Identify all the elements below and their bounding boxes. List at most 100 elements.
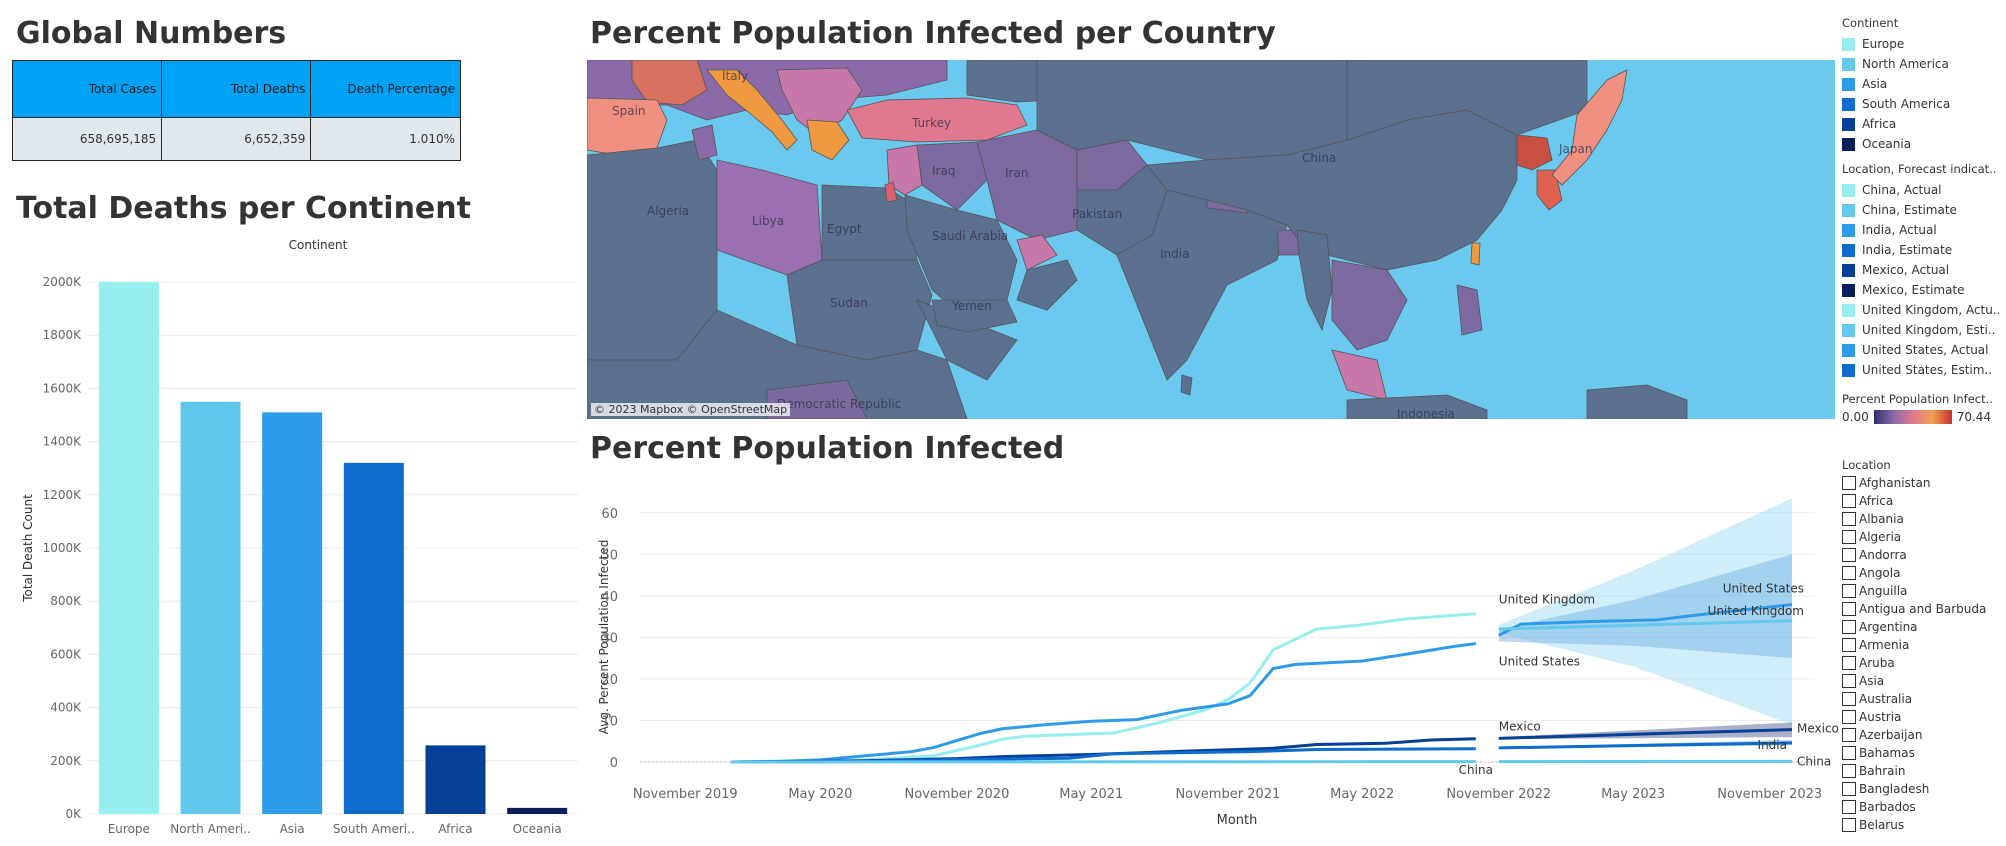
location-checkbox[interactable] (1842, 584, 1856, 598)
forecast-legend-item[interactable]: China, Estimate (1842, 200, 2002, 220)
location-checkbox[interactable] (1842, 476, 1856, 490)
location-filter-item[interactable]: Armenia (1842, 636, 1986, 654)
series-label: Mexico (1499, 720, 1541, 734)
map-region-algeria (587, 139, 718, 361)
location-label: Austria (1859, 710, 1902, 724)
forecast-legend-label: United Kingdom, Actu.. (1862, 303, 2001, 317)
forecast-legend-item[interactable]: United Kingdom, Actu.. (1842, 300, 2002, 320)
location-filter-item[interactable]: Azerbaijan (1842, 726, 1986, 744)
map-label-drc: Democratic Republic (777, 397, 901, 411)
forecast-legend-item[interactable]: United States, Estim.. (1842, 360, 2002, 380)
continent-legend-item[interactable]: South America (1842, 94, 2002, 114)
continent-legend-item[interactable]: North America (1842, 54, 2002, 74)
location-filter-item[interactable]: Albania (1842, 510, 1986, 528)
bar-chart-header: Continent (289, 238, 348, 252)
location-filter-item[interactable]: Aruba (1842, 654, 1986, 672)
location-checkbox[interactable] (1842, 548, 1856, 562)
bar-ytick-label: 800K (50, 594, 82, 608)
map-region-france (631, 60, 708, 106)
location-checkbox[interactable] (1842, 674, 1856, 688)
location-filter-item[interactable]: Andorra (1842, 546, 1986, 564)
location-label: Aruba (1859, 656, 1895, 670)
death-percentage-header: Death Percentage (310, 60, 461, 118)
continent-legend-swatch (1842, 117, 1855, 131)
location-filter-item[interactable]: Barbados (1842, 798, 1986, 816)
line-ytick-label: 10 (601, 714, 618, 729)
gradient-legend: Percent Population Infect.. 0.00 70.44 (1842, 392, 1993, 424)
map-canvas[interactable]: Spain Italy Turkey Algeria Libya Egypt S… (587, 60, 1835, 419)
infected-line-chart[interactable]: Avg. Percent Population Infected Month 0 10… (585, 470, 1840, 846)
forecast-legend-item[interactable]: Mexico, Estimate (1842, 280, 2002, 300)
location-filter-item[interactable]: Angola (1842, 564, 1986, 582)
location-label: Belarus (1859, 818, 1905, 832)
series-estimate-2 (1498, 619, 1793, 631)
location-checkbox[interactable] (1842, 530, 1856, 544)
location-filter-item[interactable]: Anguilla (1842, 582, 1986, 600)
bar-category-label: North Ameri.. (170, 822, 251, 836)
location-checkbox[interactable] (1842, 494, 1856, 508)
location-checkbox[interactable] (1842, 602, 1856, 616)
bar-ytick-label: 0K (65, 807, 82, 821)
map-attribution[interactable]: © 2023 Mapbox © OpenStreetMap (591, 403, 791, 416)
location-filter-item[interactable]: Bahrain (1842, 762, 1986, 780)
continent-legend-item[interactable]: Oceania (1842, 134, 2002, 154)
forecast-legend-item[interactable]: India, Estimate (1842, 240, 2002, 260)
continent-legend-swatch (1842, 57, 1855, 71)
location-checkbox[interactable] (1842, 512, 1856, 526)
forecast-legend-item[interactable]: Mexico, Actual (1842, 260, 2002, 280)
location-filter-item[interactable]: Austria (1842, 708, 1986, 726)
forecast-legend-item[interactable]: China, Actual (1842, 180, 2002, 200)
bar-ytick-label: 1600K (43, 381, 83, 395)
location-checkbox[interactable] (1842, 800, 1856, 814)
location-filter-item[interactable]: Argentina (1842, 618, 1986, 636)
bar-1 (180, 401, 241, 814)
location-checkbox[interactable] (1842, 566, 1856, 580)
location-checkbox[interactable] (1842, 728, 1856, 742)
map-label-spain: Spain (612, 104, 646, 118)
location-filter-item[interactable]: Asia (1842, 672, 1986, 690)
location-label: Angola (1859, 566, 1901, 580)
location-filter-item[interactable]: Australia (1842, 690, 1986, 708)
location-filter: Location Afghanistan Africa Albania Algeria… (1842, 458, 1986, 834)
location-checkbox[interactable] (1842, 818, 1856, 832)
continent-legend-item[interactable]: Asia (1842, 74, 2002, 94)
series-label: China (1797, 754, 1831, 768)
location-label: Bahrain (1859, 764, 1906, 778)
location-checkbox[interactable] (1842, 638, 1856, 652)
location-checkbox[interactable] (1842, 746, 1856, 760)
location-filter-item[interactable]: Bangladesh (1842, 780, 1986, 798)
bar-chart-ylabel: Total Death Count (21, 494, 35, 603)
map-region-north-korea (1516, 134, 1553, 171)
location-checkbox[interactable] (1842, 764, 1856, 778)
location-label: Asia (1859, 674, 1885, 688)
location-label: Anguilla (1859, 584, 1908, 598)
map-region-philippines (1456, 284, 1483, 336)
location-label: Barbados (1859, 800, 1916, 814)
location-filter-item[interactable]: Bahamas (1842, 744, 1986, 762)
forecast-legend-label: Mexico, Estimate (1862, 283, 1965, 297)
location-checkbox[interactable] (1842, 710, 1856, 724)
map-label-yemen: Yemen (951, 299, 992, 313)
infection-map[interactable]: Spain Italy Turkey Algeria Libya Egypt S… (587, 60, 1835, 419)
location-checkbox[interactable] (1842, 656, 1856, 670)
forecast-legend-item[interactable]: India, Actual (1842, 220, 2002, 240)
location-filter-item[interactable]: Belarus (1842, 816, 1986, 834)
series-label: Mexico (1797, 722, 1839, 736)
location-filter-item[interactable]: Afghanistan (1842, 474, 1986, 492)
forecast-legend-swatch (1842, 283, 1855, 297)
forecast-legend-item[interactable]: United Kingdom, Esti.. (1842, 320, 2002, 340)
bar-category-label: Asia (280, 822, 305, 836)
location-checkbox[interactable] (1842, 782, 1856, 796)
location-checkbox[interactable] (1842, 692, 1856, 706)
location-filter-item[interactable]: Africa (1842, 492, 1986, 510)
continent-legend-item[interactable]: Africa (1842, 114, 2002, 134)
continent-legend-item[interactable]: Europe (1842, 34, 2002, 54)
map-region-sri-lanka (1180, 374, 1193, 396)
continent-legend-swatch (1842, 97, 1855, 111)
location-filter-item[interactable]: Algeria (1842, 528, 1986, 546)
forecast-legend-item[interactable]: United States, Actual (1842, 340, 2002, 360)
location-checkbox[interactable] (1842, 620, 1856, 634)
location-filter-item[interactable]: Antigua and Barbuda (1842, 600, 1986, 618)
deaths-bar-chart[interactable]: Continent Total Death Count 0K 200K 400K 600K… (0, 232, 585, 846)
map-label-libya: Libya (752, 214, 784, 228)
